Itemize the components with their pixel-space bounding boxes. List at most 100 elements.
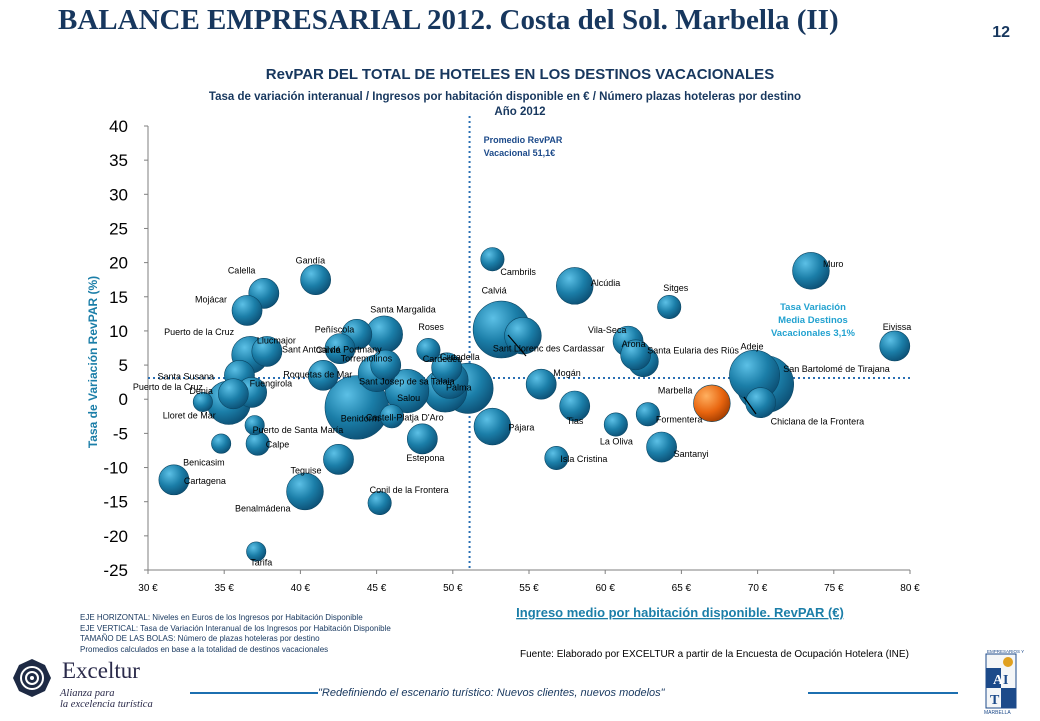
x-tick-label: 35 €: [214, 583, 234, 594]
bubble-label: Roses: [418, 322, 444, 332]
x-tick-label: 65 €: [672, 583, 692, 594]
logo-tagline-2: la excelencia turística: [60, 699, 153, 710]
bubble-point: [251, 336, 283, 367]
y-tick-label: 0: [119, 390, 128, 409]
y-axis-label: Tasa de Variación RevPAR (%): [86, 276, 100, 448]
bubble-label: Mojácar: [195, 294, 227, 304]
bubble-label: Calpe: [266, 440, 290, 450]
chart-notes: EJE HORIZONTAL: Niveles en Euros de los …: [80, 613, 391, 656]
bubble-point: [379, 404, 404, 429]
y-tick-label: 25: [109, 219, 128, 238]
avg-revpar-label: Promedio RevPAR: [484, 135, 563, 145]
bubble-label: San Bartolomé de Tirajana: [783, 364, 890, 374]
leader-arrow: [507, 334, 527, 357]
association-logo-bottom: MARBELLA: [984, 710, 1011, 716]
bubble-label: Puerto de Santa María: [253, 425, 344, 435]
logo-name: Exceltur: [62, 658, 140, 683]
bubble-label: Gandía: [296, 256, 326, 266]
bubble-label: Calviá: [482, 286, 507, 296]
bubble-label: Roquetas de Mar: [283, 369, 352, 379]
bubble-point: [620, 339, 652, 371]
bubble-label: Isla Cristina: [560, 454, 607, 464]
y-tick-label: 10: [109, 322, 128, 341]
bubble-label: Peñíscola: [315, 324, 355, 334]
bubble-point: [792, 252, 830, 290]
y-tick-label: 20: [109, 254, 128, 273]
bubble-label: Vila-Seca: [588, 325, 626, 335]
x-tick-label: 75 €: [824, 583, 844, 594]
svg-text:T: T: [990, 693, 1000, 708]
bubble-point: [657, 295, 682, 320]
svg-text:A: A: [993, 673, 1004, 688]
y-tick-label: -15: [103, 493, 128, 512]
slide-title: BALANCE EMPRESARIAL 2012. Costa del Sol.…: [58, 4, 839, 36]
note-vertical: EJE VERTICAL: Tasa de Variación Interanu…: [80, 623, 391, 633]
x-tick-label: 70 €: [748, 583, 768, 594]
bubble-label: Conil de la Frontera: [370, 485, 449, 495]
bubble-point: [231, 295, 263, 326]
bubble-label: Benalmádena: [235, 503, 291, 513]
bubble-label: Santanyi: [674, 449, 709, 459]
x-tick-label: 45 €: [367, 583, 387, 594]
bubble-point: [324, 333, 356, 365]
footer-rule-right: [808, 692, 958, 694]
bubble-label: Benicasim: [183, 458, 225, 468]
x-tick-label: 30 €: [138, 583, 158, 594]
logo-tagline-1: Alianza para: [60, 688, 115, 699]
avg-variation-label: Media Destinos: [778, 315, 848, 326]
bubble-point: [646, 431, 677, 463]
bubble-label: Calviá: [316, 345, 341, 355]
avg-variation-label: Vacacionales 3,1%: [771, 328, 856, 339]
bubble-label: Muro: [823, 259, 844, 269]
bubble-point: [385, 368, 430, 414]
bubble-label: Llucmajor: [257, 335, 296, 345]
bubble-point: [158, 464, 190, 496]
y-tick-label: 40: [109, 117, 128, 136]
bubble-point: [635, 402, 660, 427]
x-tick-label: 50 €: [443, 583, 463, 594]
bubble-point: [323, 443, 354, 475]
bubble-label: Cambrils: [500, 267, 536, 277]
bubble-label: Alcúdia: [591, 278, 621, 288]
bubble-point: [879, 330, 911, 362]
bubble-point: [246, 541, 267, 562]
bubble-point: [367, 491, 392, 516]
bubble-label: Sant Josep de sa Talaia: [359, 376, 454, 386]
bubble-label: La Oliva: [600, 437, 633, 447]
bubble-label: Puerto de la Cruz: [164, 327, 235, 337]
bubble-point: [307, 359, 339, 391]
page-number: 12: [992, 24, 1010, 41]
bubble-label: Ciutadella: [440, 352, 480, 362]
y-tick-label: 30: [109, 185, 128, 204]
x-tick-label: 60 €: [595, 583, 615, 594]
association-logo: A I T MARBELLA EMPRESARIOS Y: [968, 648, 1030, 716]
y-tick-label: 35: [109, 151, 128, 170]
bubble-label: Arona: [622, 339, 646, 349]
bubble-label: Salou: [397, 393, 420, 403]
bubble-point: [416, 338, 441, 363]
bubble-point: [406, 423, 438, 455]
bubble-label: Estepona: [406, 453, 444, 463]
bubble-point: [504, 317, 542, 355]
bubble-label: Santa Eularia des Riús: [647, 346, 739, 356]
association-emblem-icon: A I T MARBELLA EMPRESARIOS Y: [968, 648, 1030, 716]
bubble-label: Palma: [446, 382, 472, 392]
bubble-label: Tias: [567, 416, 584, 426]
bubble-chart: 40 35 30 25 20 15 10 5 0 -5 -10 -15 -20 -25 30 € 35 € 40…: [86, 116, 920, 620]
bubble-point: [431, 352, 463, 384]
bubble-label: Marbella: [658, 385, 693, 395]
exceltur-logo: Exceltur Alianza para la excelencia turí…: [12, 656, 172, 716]
x-tick-label: 80 €: [900, 583, 920, 594]
bubble-point: [480, 247, 505, 272]
chart-year: Año 2012: [494, 106, 546, 118]
x-axis-label: Ingreso medio por habitación disponible.…: [516, 605, 844, 620]
bubble-point: [370, 349, 402, 381]
bubble-label: Santa Susana: [157, 371, 214, 381]
bubble-label: Teguise: [291, 465, 322, 475]
bubble-label: Torremolinos: [341, 353, 393, 363]
bubble-label: Cartagena: [184, 476, 226, 486]
bubble-label: Pájara: [508, 423, 534, 433]
footer-slogan: "Redefiniendo el escenario turístico: Nu…: [318, 687, 665, 699]
bubble-label: Cardedeu: [423, 354, 463, 364]
association-logo-top: EMPRESARIOS Y: [987, 649, 1024, 654]
